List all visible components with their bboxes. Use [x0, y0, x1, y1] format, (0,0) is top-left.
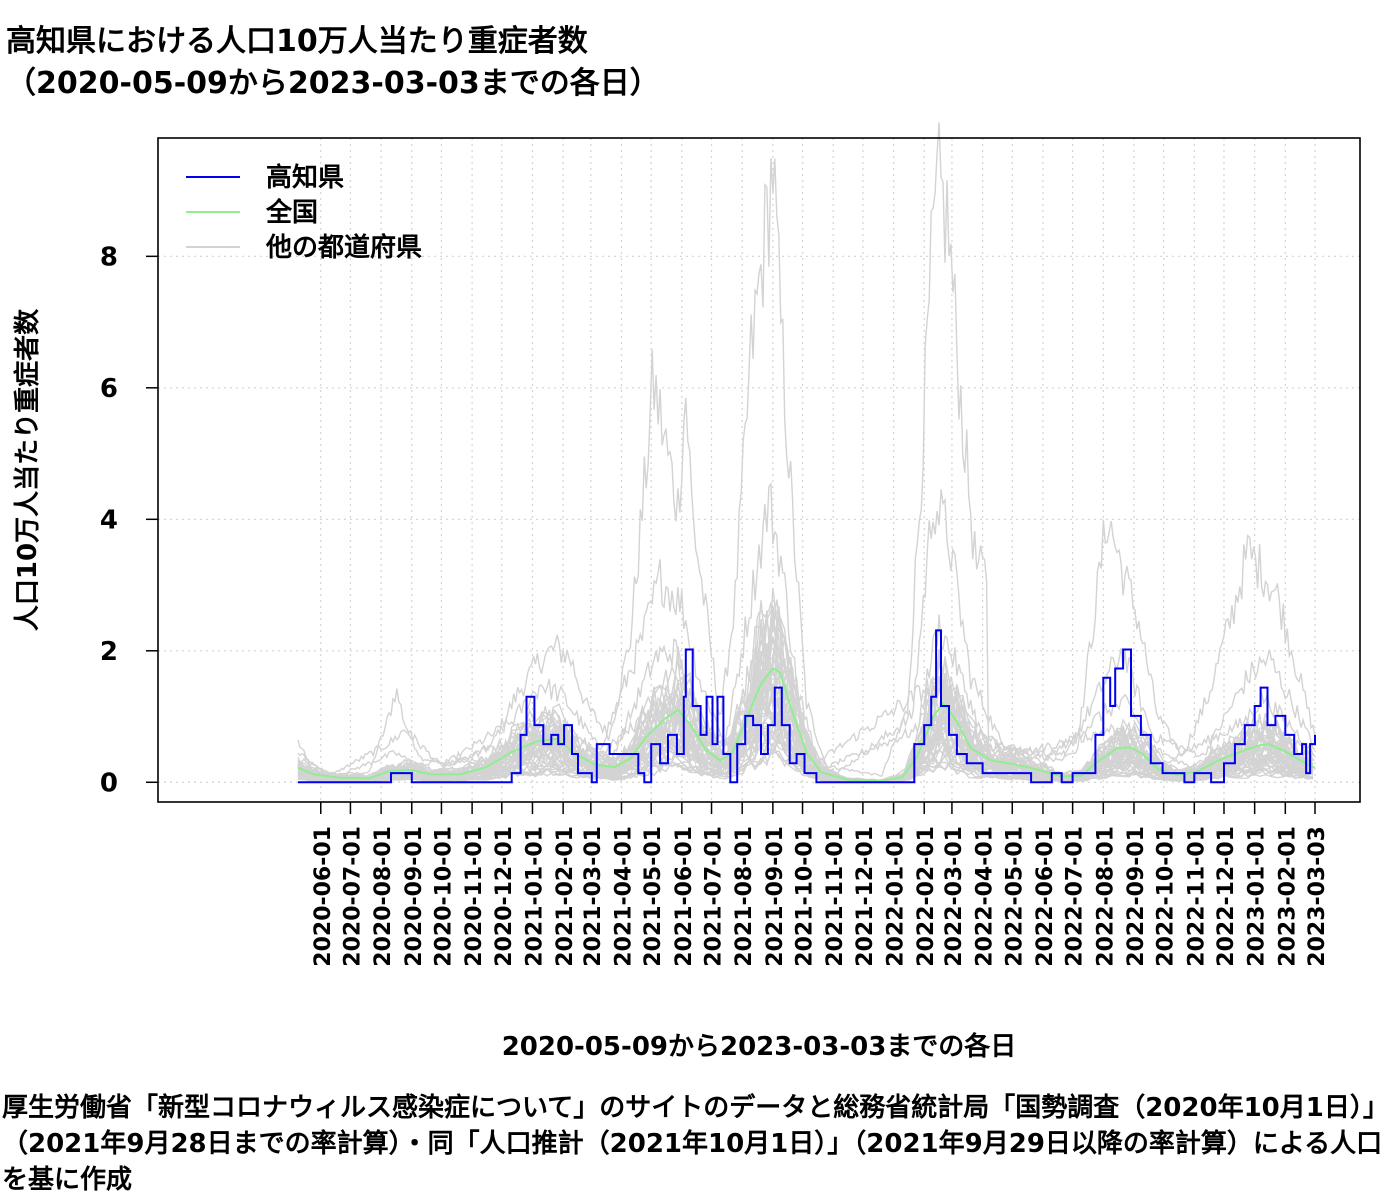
- x-tick-label: 2021-02-01: [553, 826, 578, 967]
- y-tick-label: 4: [100, 505, 118, 535]
- main-series-lines: [297, 629, 1316, 784]
- x-axis-label: 2020-05-09から2023-03-03までの各日: [501, 1032, 1017, 1062]
- x-tick-label: 2023-01-01: [1245, 826, 1270, 967]
- x-tick-label: 2022-12-01: [1214, 826, 1239, 967]
- y-tick-label: 0: [100, 768, 118, 798]
- x-tick-label: 2021-08-01: [732, 826, 757, 967]
- y-tick-label: 8: [100, 242, 118, 272]
- x-tick-label: 2022-03-01: [942, 826, 967, 967]
- series-line-other-prefecture: [297, 741, 1314, 783]
- x-tick-label: 2022-04-01: [973, 826, 998, 967]
- x-tick-label: 2022-09-01: [1124, 826, 1149, 967]
- x-tick-label: 2022-05-01: [1002, 826, 1027, 967]
- x-tick-label: 2020-09-01: [402, 826, 427, 967]
- x-tick-label: 2023-03-03: [1305, 826, 1330, 967]
- x-tick-label: 2022-02-01: [914, 826, 939, 967]
- chart-title: 高知県における人口10万人当たり重症者数: [6, 24, 588, 59]
- x-tick-label: 2020-12-01: [492, 826, 517, 967]
- x-tick-label: 2022-10-01: [1154, 826, 1179, 967]
- series-line-other-prefecture: [297, 599, 1316, 781]
- x-tick-label: 2021-11-01: [823, 826, 848, 967]
- x-tick-label: 2021-05-01: [641, 826, 666, 967]
- x-tick-label: 2020-07-01: [340, 826, 365, 967]
- x-tick-label: 2022-11-01: [1184, 826, 1209, 967]
- series-line-other-prefecture: [297, 122, 1316, 778]
- legend-label: 高知県: [266, 162, 344, 193]
- plot-frame: [157, 137, 1361, 803]
- x-tick-label: 2022-01-01: [884, 826, 909, 967]
- y-axis: 0 2 4 6 8: [100, 242, 158, 798]
- x-tick-label: 2021-07-01: [702, 826, 727, 967]
- source-caption: 厚生労働省「新型コロナウィルス感染症について」のサイトのデータと総務省統計局「国…: [2, 1093, 1389, 1195]
- x-tick-label: 2021-01-01: [523, 826, 548, 967]
- x-tick-label: 2022-07-01: [1063, 826, 1088, 967]
- other-prefecture-lines: [297, 122, 1316, 783]
- legend-label: 全国: [265, 197, 318, 228]
- x-tick-label: 2021-10-01: [793, 826, 818, 967]
- x-tick-label: 2022-06-01: [1033, 826, 1058, 967]
- x-tick-label: 2020-10-01: [431, 826, 456, 967]
- chart-subtitle: （2020-05-09から2023-03-03までの各日）: [6, 66, 660, 101]
- x-tick-label: 2023-02-01: [1275, 826, 1300, 967]
- x-tick-label: 2022-08-01: [1093, 826, 1118, 967]
- x-tick-label: 2020-06-01: [311, 826, 336, 967]
- legend-label: 他の都道府県: [265, 232, 422, 263]
- x-tick-label: 2021-09-01: [763, 826, 788, 967]
- x-tick-label: 2020-11-01: [462, 826, 487, 967]
- series-line-kochi: [298, 629, 1316, 784]
- x-tick-label: 2021-06-01: [672, 826, 697, 967]
- x-tick-label: 2021-12-01: [853, 826, 878, 967]
- x-axis: 2020-06-01 2020-07-01 2020-08-01 2020-09-01…: [311, 802, 1330, 967]
- y-axis-label: 人口10万人当たり重症者数: [12, 308, 43, 631]
- y-tick-label: 2: [100, 637, 118, 667]
- x-tick-label: 2021-04-01: [612, 826, 637, 967]
- x-tick-label: 2021-03-01: [581, 826, 606, 967]
- y-tick-label: 6: [100, 374, 118, 404]
- x-tick-label: 2020-08-01: [371, 826, 396, 967]
